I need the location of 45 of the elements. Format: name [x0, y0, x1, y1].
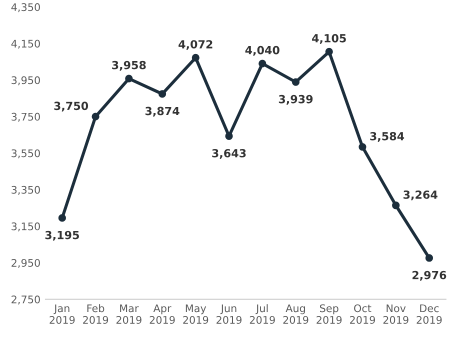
point [392, 202, 400, 210]
data-label: 4,040 [245, 46, 280, 56]
data-label: 3,958 [112, 60, 146, 71]
x-tick-label: Nov 2019 [383, 304, 408, 324]
point [58, 214, 66, 222]
y-tick-label: 4,350 [11, 3, 40, 12]
point [125, 74, 133, 82]
y-tick-label: 3,150 [12, 222, 40, 232]
y-tick-label: 3,750 [12, 112, 40, 122]
data-label: 3,750 [54, 102, 88, 112]
point [425, 254, 434, 262]
y-tick-label: 2,750 [12, 296, 40, 304]
y-tick-label: 2,950 [12, 258, 40, 268]
point [225, 132, 233, 140]
y-tick-label: 3,350 [12, 186, 40, 195]
point [258, 60, 266, 68]
point [358, 143, 366, 151]
data-label: 3,874 [145, 106, 180, 117]
x-tick-label: Jun 2019 [216, 304, 242, 324]
y-tick-label: 3,950 [12, 76, 40, 86]
x-tick-label: Jan 2019 [50, 304, 75, 324]
data-label: 3,264 [404, 190, 438, 200]
data-label: 4,072 [178, 40, 212, 50]
point [192, 54, 200, 62]
data-label: 3,584 [370, 132, 404, 142]
point [292, 78, 300, 86]
x-tick-label: Apr 2019 [150, 304, 175, 324]
data-label: 4,105 [312, 34, 346, 44]
y-tick-label: 3,550 [12, 149, 40, 158]
x-tick-label: Dec 2019 [416, 304, 442, 324]
point [158, 90, 166, 98]
x-tick-label: Mar 2019 [116, 304, 142, 324]
y-tick-label: 4,150 [11, 40, 40, 49]
point [92, 112, 100, 120]
x-tick-label: May 2019 [183, 304, 208, 324]
point [325, 48, 333, 56]
data-label: 3,195 [45, 230, 79, 241]
data-label: 2,976 [412, 270, 446, 281]
data-label: 3,643 [212, 149, 246, 159]
x-tick-label: Aug 2019 [283, 304, 308, 324]
x-tick-label: Sep 2019 [316, 304, 342, 324]
x-tick-label: Oct 2019 [350, 304, 376, 324]
data-label: 3,939 [278, 94, 313, 105]
x-tick-label: Jul 2019 [250, 304, 275, 324]
x-tick-label: Feb 2019 [83, 304, 108, 324]
